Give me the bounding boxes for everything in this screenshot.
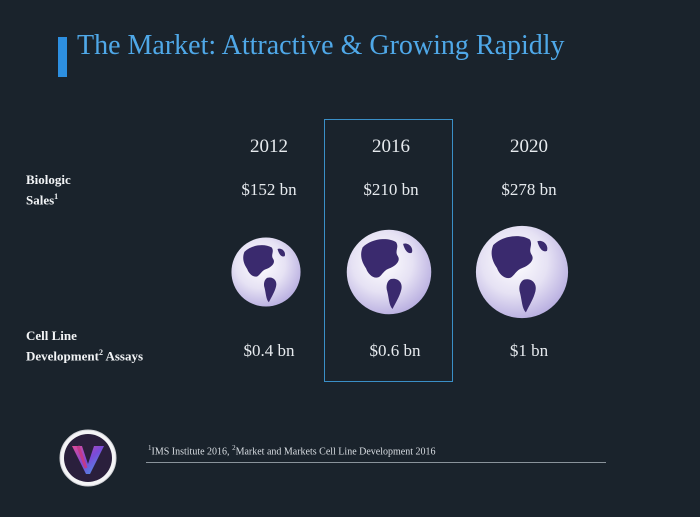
footnote-sup-1: 1	[148, 444, 152, 452]
cld-assays-2020: $1 bn	[509, 341, 549, 360]
row-label-biologic-sales: Biologic Sales1	[26, 171, 71, 208]
footnote-source-1: IMS Institute 2016,	[151, 446, 233, 458]
row-label-cld-line2: Development	[26, 348, 99, 364]
row-label-cld-line1: Cell Line	[26, 328, 77, 343]
footnote: 1IMS Institute 2016, 2Market and Markets…	[148, 444, 436, 457]
year-2016: 2016	[372, 136, 410, 157]
highlight-box-2016	[324, 119, 453, 382]
globe-icon-2020	[475, 225, 569, 319]
title-accent-bar	[58, 37, 67, 77]
row-label-biologic-line2: Sales	[26, 192, 55, 208]
footnote-ref-1: 1	[54, 192, 59, 201]
biologic-sales-2012: $152 bn	[241, 180, 297, 199]
footnote-divider	[146, 462, 606, 463]
logo-icon	[59, 429, 117, 487]
row-label-biologic-line1: Biologic	[26, 172, 71, 187]
slide-title: The Market: Attractive & Growing Rapidly	[77, 30, 565, 61]
year-2020: 2020	[510, 136, 548, 157]
cld-assays-2016: $0.6 bn	[369, 341, 421, 360]
row-label-cld-line3: Assays	[102, 348, 144, 364]
cld-assays-2012: $0.4 bn	[243, 341, 295, 360]
footnote-ref-2: 2	[98, 348, 103, 357]
footnote-sup-2: 2	[232, 444, 236, 452]
biologic-sales-2016: $210 bn	[363, 180, 419, 199]
row-label-cell-line-assays: Cell Line Development2 Assays	[26, 327, 143, 364]
year-2012: 2012	[250, 136, 288, 157]
globe-icon-2012	[231, 237, 301, 307]
biologic-sales-2020: $278 bn	[501, 180, 557, 199]
globe-icon-2016	[346, 229, 432, 315]
footnote-source-2: Market and Markets Cell Line Development…	[235, 446, 436, 458]
